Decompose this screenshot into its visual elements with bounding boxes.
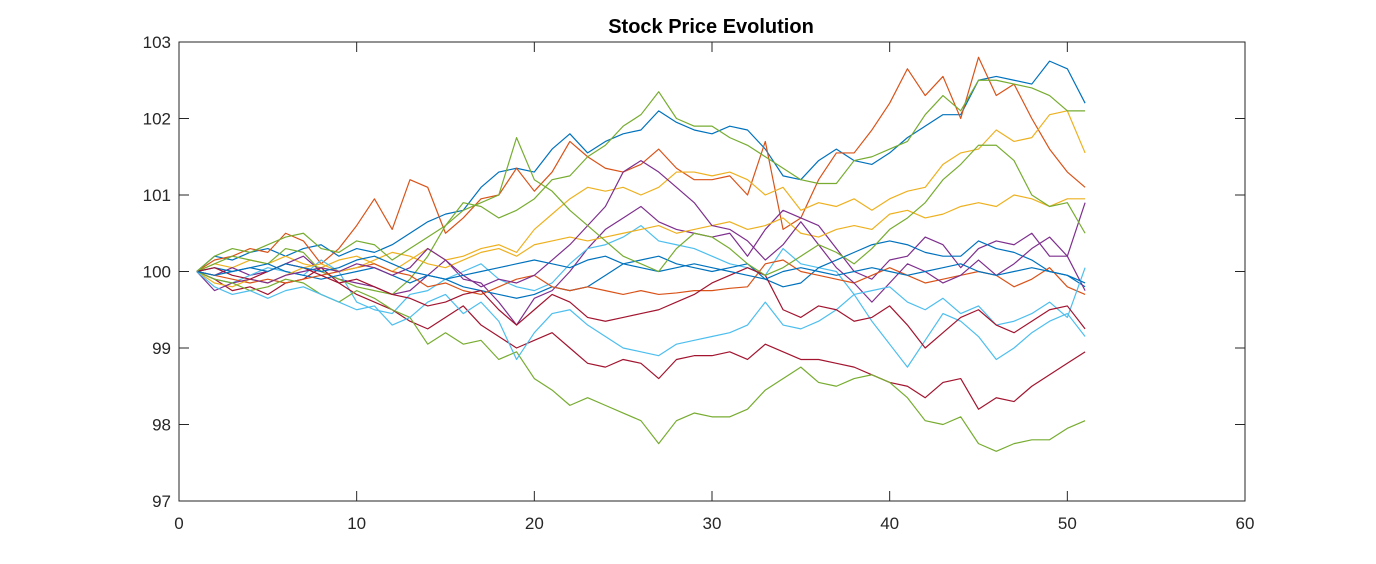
series-line-8 — [196, 240, 1086, 299]
y-tick-label-102: 102 — [143, 110, 171, 129]
x-tick-label-40: 40 — [880, 514, 899, 533]
series-line-7 — [196, 267, 1086, 410]
series-line-4 — [196, 202, 1086, 326]
x-tick-label-0: 0 — [174, 514, 183, 533]
y-tick-label-103: 103 — [143, 33, 171, 52]
y-tick-label-98: 98 — [152, 416, 171, 435]
y-tick-label-101: 101 — [143, 186, 171, 205]
series-layer — [196, 56, 1086, 452]
axes-layer: 0 10 20 30 40 50 60 97 98 99 100 101 102 103 — [143, 33, 1255, 533]
x-tick-label-20: 20 — [525, 514, 544, 533]
series-line-16 — [196, 137, 1086, 276]
series-line-15 — [196, 255, 1086, 284]
series-line-13 — [196, 267, 1086, 361]
series-line-11 — [196, 159, 1086, 303]
series-line-3 — [196, 110, 1086, 273]
x-tick-label-30: 30 — [703, 514, 722, 533]
series-line-14 — [196, 263, 1086, 349]
series-line-2 — [196, 56, 1086, 273]
x-tick-label-60: 60 — [1236, 514, 1255, 533]
y-tick-label-99: 99 — [152, 339, 171, 358]
y-tick-label-100: 100 — [143, 263, 171, 282]
series-line-10 — [196, 194, 1086, 288]
series-line-12 — [196, 270, 1086, 452]
chart-title: Stock Price Evolution — [608, 16, 814, 38]
x-tick-label-50: 50 — [1058, 514, 1077, 533]
x-tick-label-10: 10 — [347, 514, 366, 533]
y-tick-label-97: 97 — [152, 492, 171, 511]
series-line-1 — [196, 60, 1086, 272]
